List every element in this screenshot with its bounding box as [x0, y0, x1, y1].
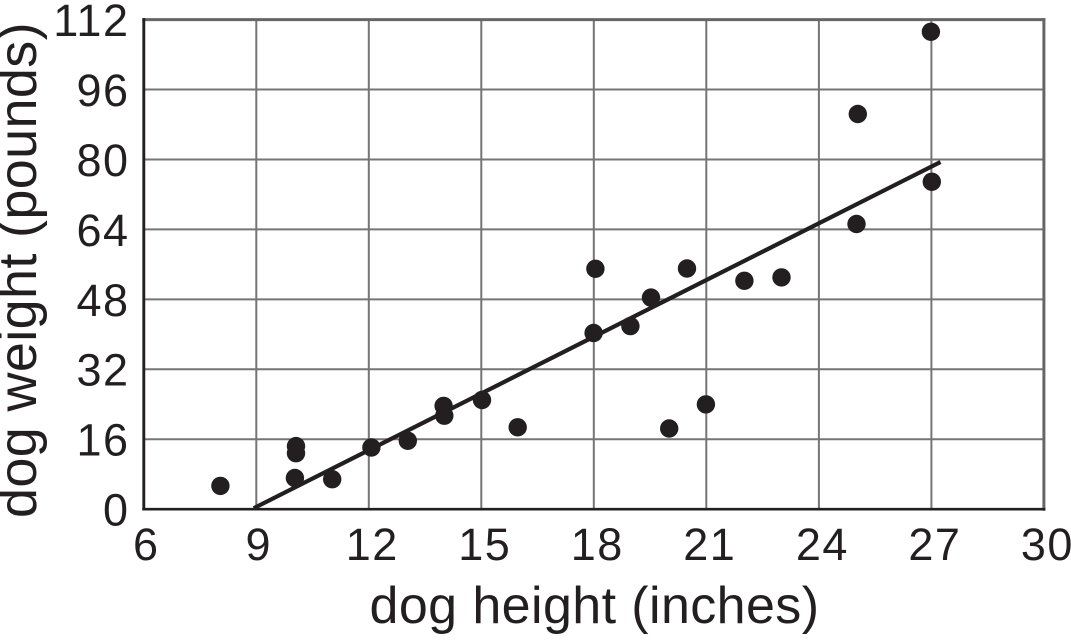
svg-text:18: 18 [571, 519, 624, 570]
svg-text:30: 30 [1021, 519, 1071, 570]
svg-text:9: 9 [246, 519, 273, 570]
svg-text:64: 64 [76, 205, 129, 256]
svg-text:112: 112 [53, 0, 129, 46]
svg-text:80: 80 [76, 135, 129, 186]
svg-text:6: 6 [133, 519, 160, 570]
svg-text:dog weight (pounds): dog weight (pounds) [0, 22, 48, 518]
svg-text:24: 24 [796, 519, 849, 570]
svg-text:27: 27 [908, 519, 961, 570]
svg-text:96: 96 [76, 65, 129, 116]
svg-text:12: 12 [346, 519, 399, 570]
svg-text:21: 21 [683, 519, 736, 570]
svg-text:48: 48 [76, 275, 129, 326]
svg-text:0: 0 [103, 485, 130, 536]
svg-text:dog height (inches): dog height (inches) [370, 577, 820, 635]
svg-text:16: 16 [76, 415, 129, 466]
svg-text:15: 15 [458, 519, 511, 570]
svg-text:32: 32 [76, 345, 129, 396]
